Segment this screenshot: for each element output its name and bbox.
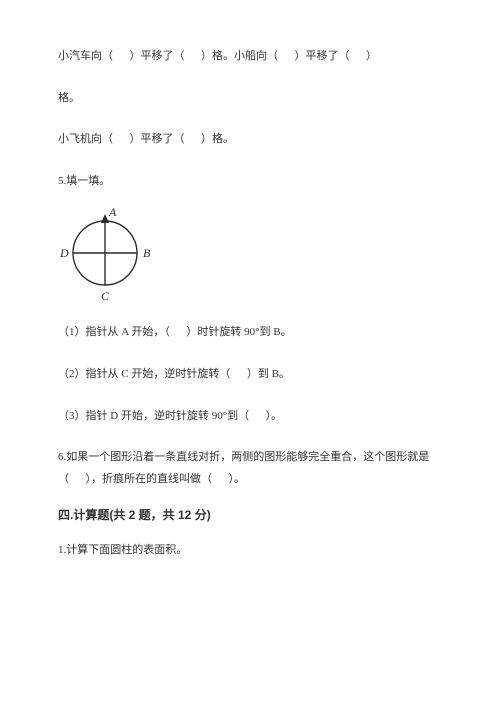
q5-title: 5.填一填。 xyxy=(58,173,442,191)
q6-line1: 6.如果一个图形沿着一条直线对折，两侧的图形能够完全重合，这个图形就是 xyxy=(58,449,442,467)
text: （ xyxy=(58,473,69,485)
text: （1）指针从 A 开始，（ xyxy=(58,326,170,338)
text: ）。 xyxy=(266,410,283,422)
label-b: B xyxy=(143,246,151,260)
text: ）。 xyxy=(229,473,246,485)
blank xyxy=(187,131,198,149)
q6-line2: （ ），折痕所在的直线叫做（ ）。 xyxy=(58,471,442,489)
arrowhead-icon xyxy=(101,214,109,223)
text: ）平移了（ xyxy=(295,50,350,62)
blank xyxy=(233,366,244,384)
diagram-svg: A B C D xyxy=(60,208,160,302)
label-d: D xyxy=(60,246,69,260)
text: ）平移了（ xyxy=(130,50,185,62)
question-plane: 小飞机向（ ）平移了（ ）格。 xyxy=(58,131,442,149)
q5-sub2: （2）指针从 C 开始，逆时针旋转（ ）到 B。 xyxy=(58,366,442,384)
text: 四.计算题(共 2 题，共 12 分) xyxy=(58,508,211,522)
q5-sub3: （3）指针 D 开始，逆时针旋转 90°到（ ）。 xyxy=(58,408,442,426)
text: ）时针旋转 90°到 B。 xyxy=(186,326,291,338)
circle-diagram: A B C D xyxy=(60,208,442,302)
calc-q1: 1.计算下面圆柱的表面积。 xyxy=(58,542,442,560)
blank xyxy=(252,408,263,426)
text: 格。 xyxy=(58,92,80,104)
blank xyxy=(173,324,184,342)
q5-sub1: （1）指针从 A 开始，（ ）时针旋转 90°到 B。 xyxy=(58,324,442,342)
text: ）平移了（ xyxy=(130,133,185,145)
section-4-title: 四.计算题(共 2 题，共 12 分) xyxy=(58,506,442,525)
text: 5.填一填。 xyxy=(58,175,110,187)
blank xyxy=(116,131,127,149)
text: ）格。小船向（ xyxy=(201,50,278,62)
blank xyxy=(72,471,83,489)
blank xyxy=(116,48,127,66)
text: （2）指针从 C 开始，逆时针旋转（ xyxy=(58,368,230,380)
question-car-boat: 小汽车向（ ）平移了（ ）格。小船向（ ）平移了（ ） xyxy=(58,48,442,66)
blank xyxy=(281,48,292,66)
text: 6.如果一个图形沿着一条直线对折，两侧的图形能够完全重合，这个图形就是 xyxy=(58,451,429,463)
text: ） xyxy=(366,50,377,62)
q6: 6.如果一个图形沿着一条直线对折，两侧的图形能够完全重合，这个图形就是 （ ），… xyxy=(58,449,442,488)
text: ），折痕所在的直线叫做（ xyxy=(86,473,213,485)
text: 1.计算下面圆柱的表面积。 xyxy=(58,544,187,556)
label-c: C xyxy=(101,289,110,302)
text: 小汽车向（ xyxy=(58,50,113,62)
text: 小飞机向（ xyxy=(58,133,113,145)
text: （3）指针 D 开始，逆时针旋转 90°到（ xyxy=(58,410,249,422)
text: ）格。 xyxy=(201,133,234,145)
text: ）到 B。 xyxy=(247,368,290,380)
label-a: A xyxy=(108,208,117,219)
blank xyxy=(215,471,226,489)
blank xyxy=(187,48,198,66)
blank xyxy=(352,48,363,66)
question-car-boat-tail: 格。 xyxy=(58,90,442,108)
